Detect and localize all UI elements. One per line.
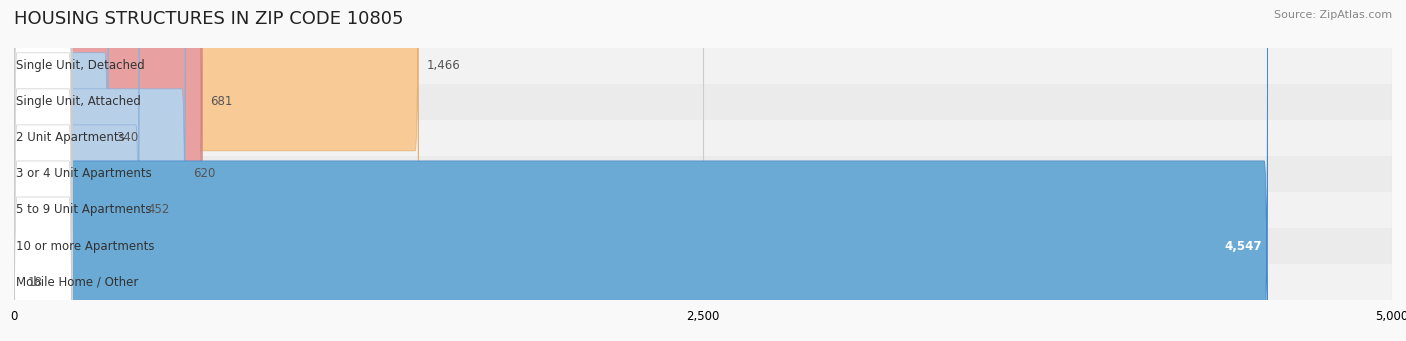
Text: 2 Unit Apartments: 2 Unit Apartments: [17, 131, 125, 144]
Bar: [14, 192, 1392, 228]
Text: Single Unit, Attached: Single Unit, Attached: [17, 95, 141, 108]
Bar: [14, 228, 1392, 264]
Text: 340: 340: [117, 131, 138, 144]
Bar: [14, 84, 1392, 120]
Bar: [14, 120, 1392, 156]
Text: 1,466: 1,466: [426, 59, 460, 72]
FancyBboxPatch shape: [14, 0, 108, 341]
FancyBboxPatch shape: [14, 0, 419, 341]
FancyBboxPatch shape: [14, 0, 73, 341]
Text: 18: 18: [27, 276, 42, 288]
Bar: [14, 264, 1392, 300]
Text: 5 to 9 Unit Apartments: 5 to 9 Unit Apartments: [17, 204, 152, 217]
Text: HOUSING STRUCTURES IN ZIP CODE 10805: HOUSING STRUCTURES IN ZIP CODE 10805: [14, 10, 404, 28]
Text: Mobile Home / Other: Mobile Home / Other: [17, 276, 139, 288]
Text: Source: ZipAtlas.com: Source: ZipAtlas.com: [1274, 10, 1392, 20]
FancyBboxPatch shape: [14, 0, 73, 341]
Bar: [14, 48, 1392, 84]
FancyBboxPatch shape: [14, 0, 73, 341]
Text: 620: 620: [193, 167, 215, 180]
Text: 681: 681: [209, 95, 232, 108]
FancyBboxPatch shape: [14, 0, 73, 341]
FancyBboxPatch shape: [14, 0, 202, 341]
FancyBboxPatch shape: [14, 0, 139, 341]
FancyBboxPatch shape: [14, 0, 73, 341]
Bar: [14, 156, 1392, 192]
FancyBboxPatch shape: [14, 0, 186, 341]
Text: 4,547: 4,547: [1225, 239, 1261, 252]
FancyBboxPatch shape: [14, 0, 20, 341]
Text: 3 or 4 Unit Apartments: 3 or 4 Unit Apartments: [17, 167, 152, 180]
Text: Single Unit, Detached: Single Unit, Detached: [17, 59, 145, 72]
FancyBboxPatch shape: [14, 0, 73, 341]
Text: 452: 452: [146, 204, 169, 217]
FancyBboxPatch shape: [14, 0, 1268, 341]
FancyBboxPatch shape: [14, 0, 73, 341]
Text: 10 or more Apartments: 10 or more Apartments: [17, 239, 155, 252]
